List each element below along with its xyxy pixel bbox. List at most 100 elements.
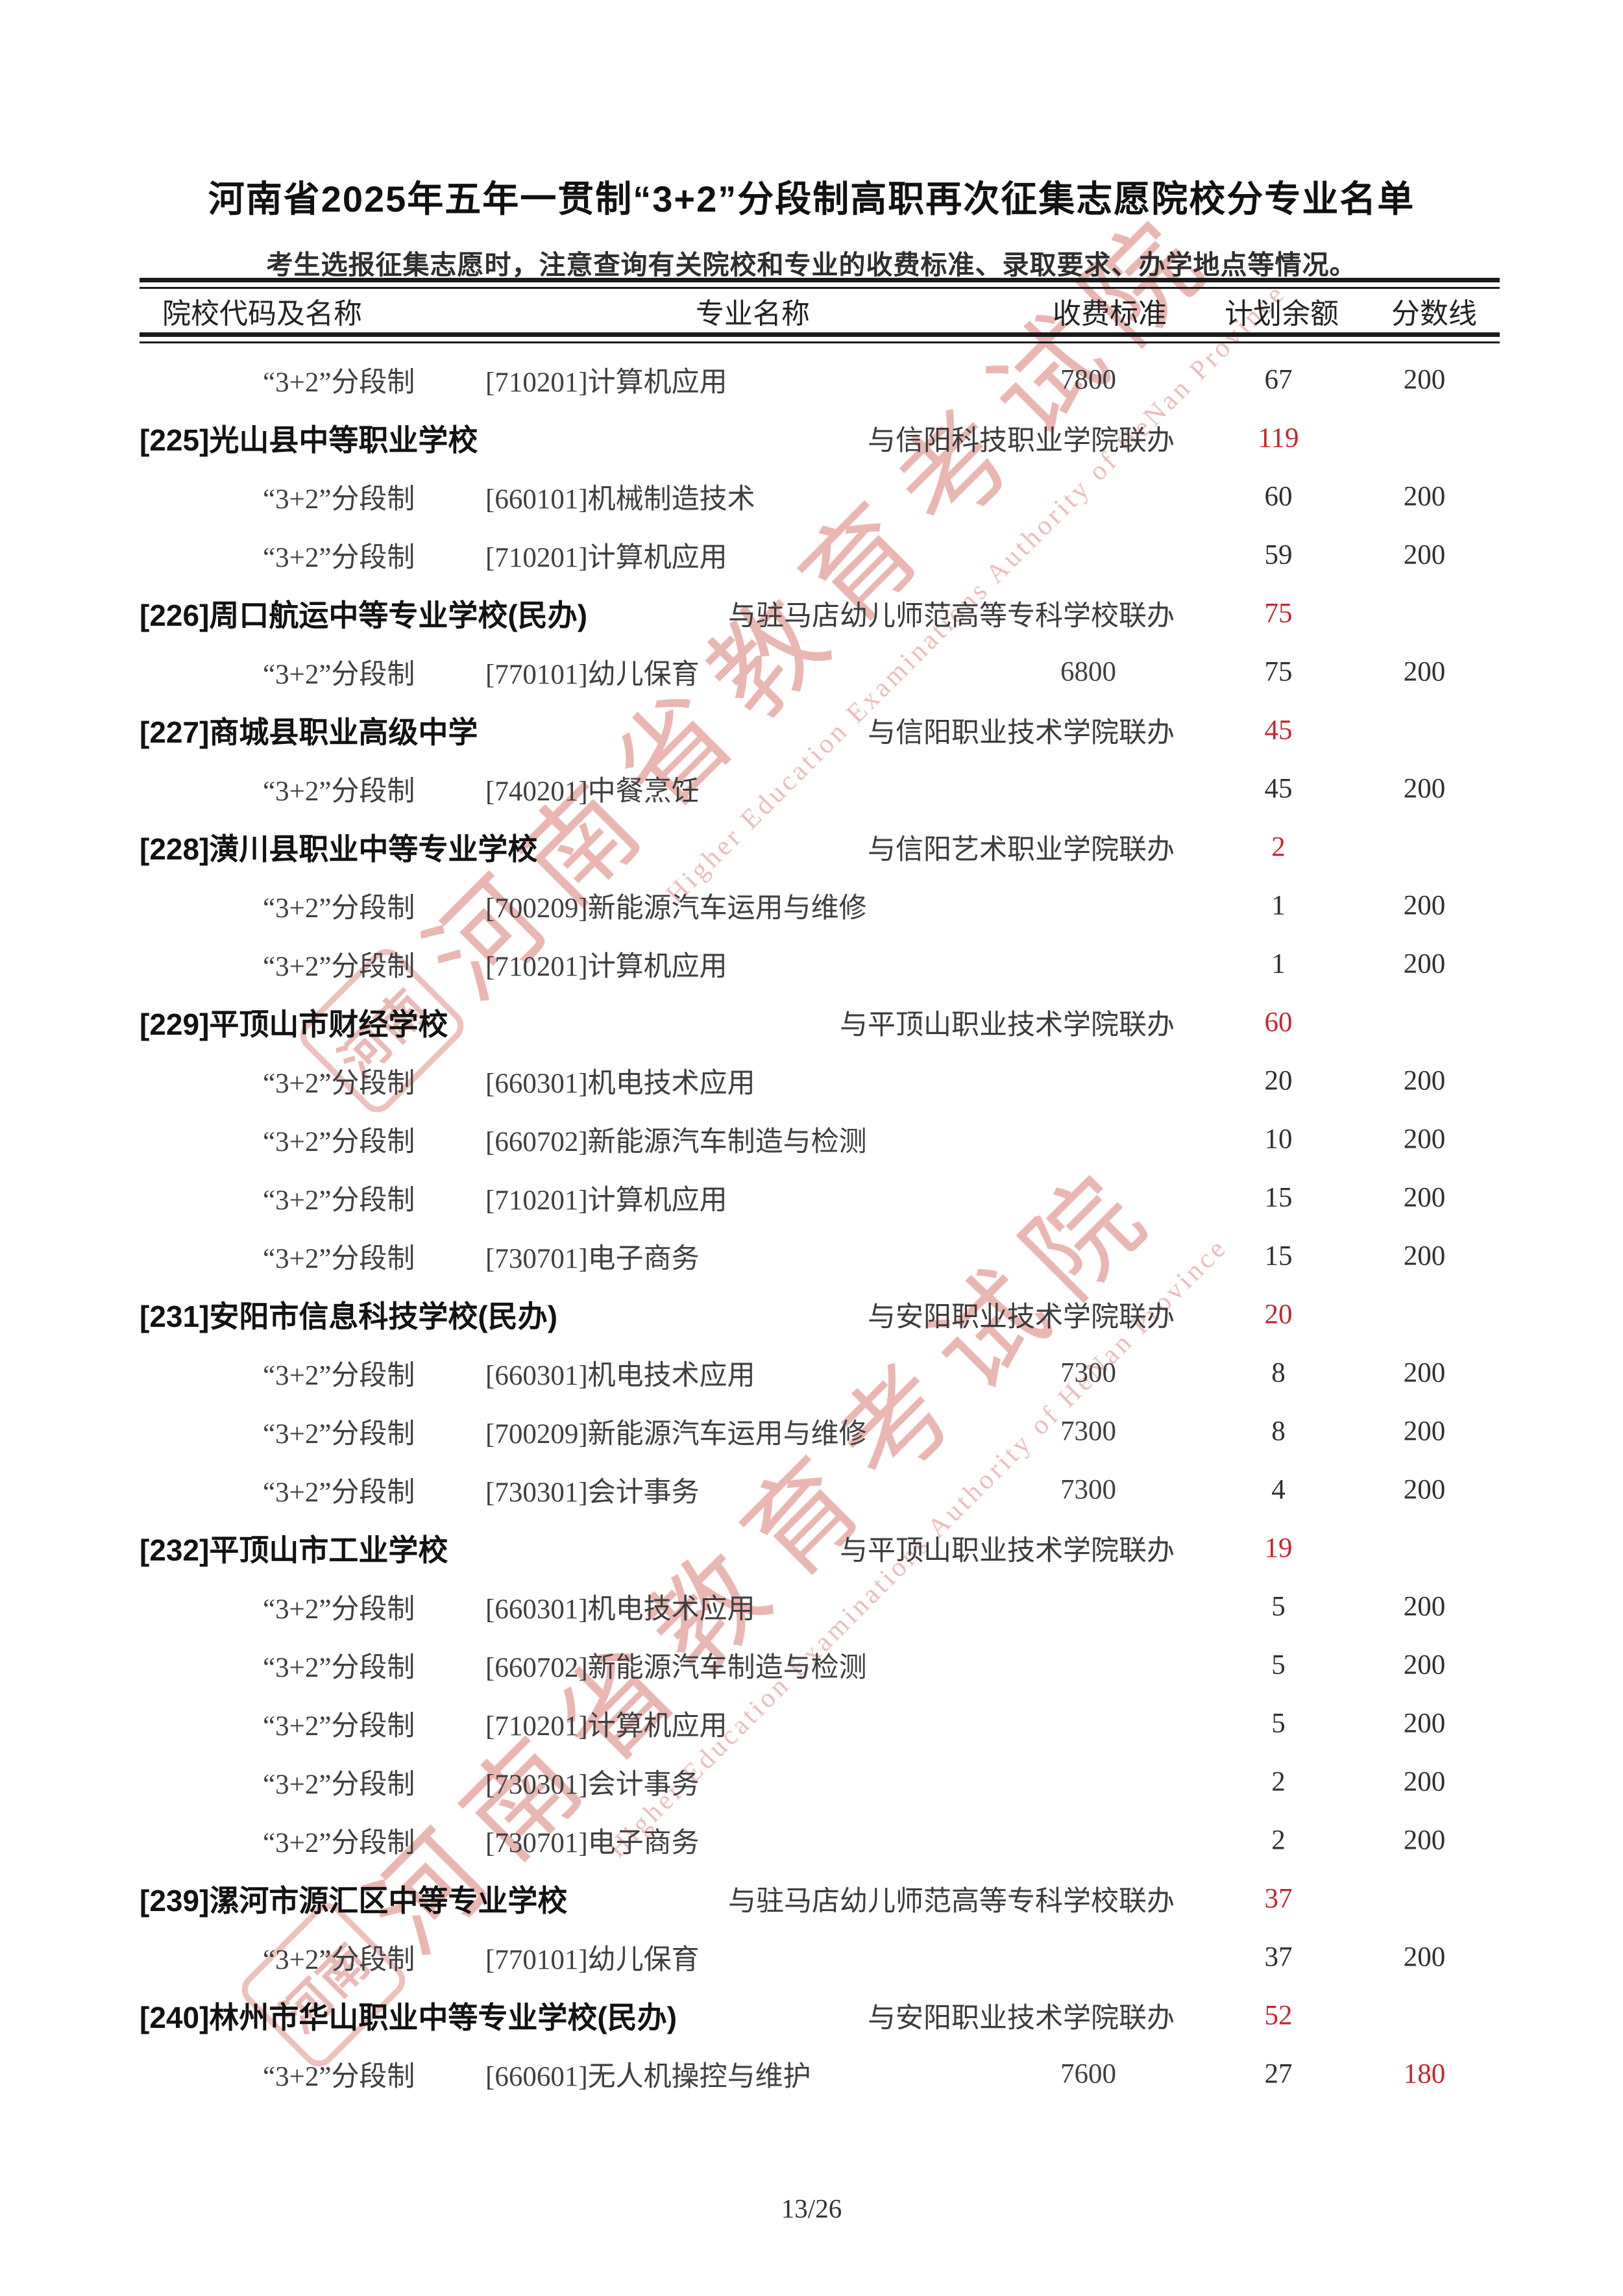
school-row: [229]平顶山市财经学校 与平顶山职业技术学院联办 60	[0, 993, 1623, 1052]
segment-type: “3+2”分段制	[263, 1244, 415, 1274]
major-code-and-name: [710201]计算机应用	[485, 952, 727, 982]
major-row: “3+2”分段制 [660101]机械制造技术 60 200	[0, 467, 1623, 526]
page-subtitle: 考生选报征集志愿时，注意查询有关院校和专业的收费标准、录取要求、办学地点等情况。	[266, 250, 1357, 280]
partner-college: 与安阳职业技术学院联办	[868, 2003, 1175, 2034]
partner-college: 与平顶山职业技术学院联办	[840, 1010, 1175, 1041]
major-row: “3+2”分段制 [660702]新能源汽车制造与检测 10 200	[0, 1110, 1623, 1168]
major-code-and-name: [710201]计算机应用	[485, 367, 727, 398]
partner-college: 与信阳职业技术学院联办	[868, 718, 1175, 748]
plan-remainder-value: 8	[1271, 1416, 1286, 1447]
partner-college: 与信阳艺术职业学院联办	[868, 835, 1175, 865]
table-body: “3+2”分段制 [710201]计算机应用 7800 67 200 [225]光山县中等…	[0, 351, 1623, 2103]
segment-type: “3+2”分段制	[263, 2062, 415, 2092]
plan-remainder-value: 67	[1264, 364, 1293, 395]
school-code-and-name: [240]林州市华山职业中等专业学校(民办)	[140, 2001, 677, 2034]
segment-type: “3+2”分段制	[263, 1770, 415, 1800]
score-line-value: 200	[1403, 1649, 1446, 1681]
major-row: “3+2”分段制 [730301]会计事务 7300 4 200	[0, 1461, 1623, 1519]
major-code-and-name: [740201]中餐烹饪	[485, 776, 700, 807]
major-row: “3+2”分段制 [710201]计算机应用 5 200	[0, 1694, 1623, 1753]
segment-type: “3+2”分段制	[263, 952, 415, 982]
segment-type: “3+2”分段制	[263, 1711, 415, 1742]
page-title: 河南省2025年五年一贯制“3+2”分段制高职再次征集志愿院校分专业名单	[208, 179, 1415, 219]
major-row: “3+2”分段制 [700209]新能源汽车运用与维修 1 200	[0, 876, 1623, 935]
plan-remainder-value: 37	[1264, 1883, 1293, 1914]
segment-type: “3+2”分段制	[263, 1361, 415, 1391]
major-code-and-name: [700209]新能源汽车运用与维修	[485, 893, 867, 924]
score-line-value: 200	[1403, 1825, 1446, 1856]
plan-remainder-value: 59	[1264, 539, 1293, 571]
school-row: [231]安阳市信息科技学校(民办) 与安阳职业技术学院联办 20	[0, 1285, 1623, 1344]
major-code-and-name: [660702]新能源汽车制造与检测	[485, 1127, 867, 1157]
school-row: [232]平顶山市工业学校 与平顶山职业技术学院联办 19	[0, 1519, 1623, 1577]
header-school-code-name: 院校代码及名称	[162, 298, 362, 330]
segment-type: “3+2”分段制	[263, 660, 415, 690]
major-code-and-name: [710201]计算机应用	[485, 543, 727, 573]
plan-remainder-value: 8	[1271, 1357, 1286, 1389]
fee-standard-value: 7300	[1060, 1474, 1116, 1505]
score-line-value: 200	[1403, 1065, 1446, 1096]
school-row: [240]林州市华山职业中等专业学校(民办) 与安阳职业技术学院联办 52	[0, 1986, 1623, 2045]
major-code-and-name: [660601]无人机操控与维护	[485, 2062, 811, 2092]
school-code-and-name: [228]潢川县职业中等专业学校	[140, 832, 538, 866]
segment-type: “3+2”分段制	[263, 367, 415, 398]
plan-remainder-value: 2	[1271, 1766, 1286, 1797]
major-row: “3+2”分段制 [770101]幼儿保育 37 200	[0, 1928, 1623, 1986]
segment-type: “3+2”分段制	[263, 776, 415, 807]
plan-remainder-value: 52	[1264, 2000, 1293, 2031]
partner-college: 与平顶山职业技术学院联办	[840, 1536, 1175, 1566]
major-row: “3+2”分段制 [660301]机电技术应用 20 200	[0, 1052, 1623, 1110]
fee-standard-value: 7300	[1060, 1416, 1116, 1447]
partner-college: 与驻马店幼儿师范高等专科学校联办	[728, 1886, 1175, 1917]
major-code-and-name: [660301]机电技术应用	[485, 1068, 755, 1099]
plan-remainder-value: 45	[1264, 773, 1293, 804]
table-header-divider	[140, 332, 1500, 343]
school-row: [239]漯河市源汇区中等专业学校 与驻马店幼儿师范高等专科学校联办 37	[0, 1870, 1623, 1928]
score-line-value: 200	[1403, 1942, 1446, 1973]
major-row: “3+2”分段制 [660301]机电技术应用 5 200	[0, 1577, 1623, 1636]
major-code-and-name: [660702]新能源汽车制造与检测	[485, 1653, 867, 1683]
school-row: [225]光山县中等职业学校 与信阳科技职业学院联办 119	[0, 409, 1623, 467]
plan-remainder-value: 2	[1271, 1825, 1286, 1856]
school-code-and-name: [226]周口航运中等专业学校(民办)	[140, 599, 588, 632]
segment-type: “3+2”分段制	[263, 1477, 415, 1508]
major-row: “3+2”分段制 [700209]新能源汽车运用与维修 7300 8 200	[0, 1402, 1623, 1461]
score-line-value: 200	[1403, 481, 1446, 512]
plan-remainder-value: 75	[1264, 598, 1293, 629]
plan-remainder-value: 119	[1258, 423, 1299, 454]
score-line-value: 200	[1403, 364, 1446, 395]
plan-remainder-value: 15	[1264, 1241, 1293, 1272]
major-row: “3+2”分段制 [660301]机电技术应用 7300 8 200	[0, 1344, 1623, 1402]
plan-remainder-value: 27	[1264, 2058, 1293, 2090]
partner-college: 与信阳科技职业学院联办	[868, 426, 1175, 456]
score-line-value: 200	[1403, 1591, 1446, 1622]
plan-remainder-value: 15	[1264, 1182, 1293, 1213]
major-code-and-name: [660301]机电技术应用	[485, 1594, 755, 1625]
score-line-value: 200	[1403, 1182, 1446, 1213]
plan-remainder-value: 45	[1264, 715, 1293, 746]
major-code-and-name: [730301]会计事务	[485, 1477, 700, 1508]
score-line-value: 200	[1403, 1474, 1446, 1505]
segment-type: “3+2”分段制	[263, 1185, 415, 1216]
fee-standard-value: 7300	[1060, 1357, 1116, 1389]
plan-remainder-value: 60	[1264, 1007, 1293, 1038]
score-line-value: 200	[1403, 1416, 1446, 1447]
segment-type: “3+2”分段制	[263, 1945, 415, 1975]
major-row: “3+2”分段制 [660702]新能源汽车制造与检测 5 200	[0, 1636, 1623, 1694]
major-code-and-name: [730301]会计事务	[485, 1770, 700, 1800]
school-row: [226]周口航运中等专业学校(民办) 与驻马店幼儿师范高等专科学校联办 75	[0, 584, 1623, 643]
major-code-and-name: [710201]计算机应用	[485, 1185, 727, 1216]
plan-remainder-value: 20	[1264, 1299, 1293, 1330]
plan-remainder-value: 10	[1264, 1124, 1293, 1155]
plan-remainder-value: 1	[1271, 948, 1286, 980]
segment-type: “3+2”分段制	[263, 1127, 415, 1157]
fee-standard-value: 7600	[1060, 2058, 1116, 2090]
plan-remainder-value: 5	[1271, 1649, 1286, 1681]
plan-remainder-value: 2	[1271, 832, 1286, 863]
segment-type: “3+2”分段制	[263, 543, 415, 573]
major-code-and-name: [710201]计算机应用	[485, 1711, 727, 1742]
major-code-and-name: [730701]电子商务	[485, 1244, 700, 1274]
partner-college: 与安阳职业技术学院联办	[868, 1302, 1175, 1333]
fee-standard-value: 7800	[1060, 364, 1116, 395]
